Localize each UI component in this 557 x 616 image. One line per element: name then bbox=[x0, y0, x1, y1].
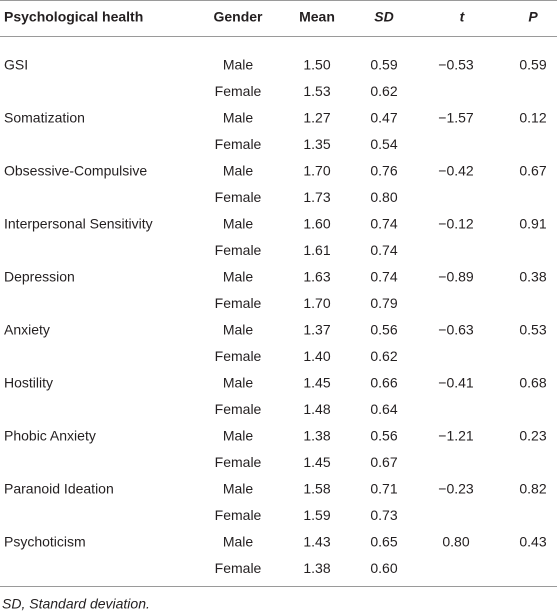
gender-cell: Male bbox=[223, 428, 254, 444]
gender-cell: Female bbox=[215, 454, 262, 470]
p-cell: 0.82 bbox=[519, 481, 546, 497]
measure-cell: Anxiety bbox=[4, 322, 50, 338]
sd-cell: 0.59 bbox=[370, 57, 397, 73]
mean-cell: 1.38 bbox=[303, 428, 330, 444]
mean-cell: 1.45 bbox=[303, 454, 330, 470]
mean-cell: 1.37 bbox=[303, 322, 330, 338]
mean-cell: 1.73 bbox=[303, 189, 330, 205]
mean-cell: 1.43 bbox=[303, 534, 330, 550]
p-cell: 0.12 bbox=[519, 110, 546, 126]
sd-cell: 0.60 bbox=[370, 560, 397, 576]
gender-cell: Male bbox=[223, 110, 254, 126]
gender-cell: Male bbox=[223, 375, 254, 391]
mean-cell: 1.59 bbox=[303, 507, 330, 523]
header-cell: Psychological health bbox=[4, 9, 143, 25]
t-cell: −1.21 bbox=[438, 428, 474, 444]
mean-cell: 1.70 bbox=[303, 295, 330, 311]
header-cell: P bbox=[528, 9, 538, 25]
sd-cell: 0.62 bbox=[370, 348, 397, 364]
sd-cell: 0.56 bbox=[370, 428, 397, 444]
p-cell: 0.67 bbox=[519, 163, 546, 179]
p-cell: 0.68 bbox=[519, 375, 546, 391]
measure-cell: Depression bbox=[4, 269, 75, 285]
t-cell: −0.53 bbox=[438, 57, 474, 73]
t-cell: −0.12 bbox=[438, 216, 474, 232]
gender-cell: Female bbox=[215, 560, 262, 576]
measure-cell: Hostility bbox=[4, 375, 53, 391]
gender-cell: Female bbox=[215, 136, 262, 152]
sd-cell: 0.56 bbox=[370, 322, 397, 338]
p-cell: 0.23 bbox=[519, 428, 546, 444]
mean-cell: 1.70 bbox=[303, 163, 330, 179]
gender-cell: Male bbox=[223, 269, 254, 285]
p-cell: 0.59 bbox=[519, 57, 546, 73]
mean-cell: 1.45 bbox=[303, 375, 330, 391]
mean-cell: 1.40 bbox=[303, 348, 330, 364]
sd-cell: 0.74 bbox=[370, 242, 397, 258]
sd-cell: 0.54 bbox=[370, 136, 397, 152]
p-cell: 0.43 bbox=[519, 534, 546, 550]
mean-cell: 1.53 bbox=[303, 83, 330, 99]
header-cell: Mean bbox=[299, 9, 335, 25]
mean-cell: 1.27 bbox=[303, 110, 330, 126]
gender-cell: Male bbox=[223, 57, 254, 73]
sd-cell: 0.79 bbox=[370, 295, 397, 311]
footnote: SD, Standard deviation. bbox=[2, 596, 150, 612]
sd-cell: 0.64 bbox=[370, 401, 397, 417]
sd-cell: 0.65 bbox=[370, 534, 397, 550]
gender-cell: Female bbox=[215, 348, 262, 364]
mean-cell: 1.61 bbox=[303, 242, 330, 258]
t-cell: −0.42 bbox=[438, 163, 474, 179]
p-cell: 0.91 bbox=[519, 216, 546, 232]
p-cell: 0.53 bbox=[519, 322, 546, 338]
gender-cell: Male bbox=[223, 322, 254, 338]
t-cell: −0.63 bbox=[438, 322, 474, 338]
mean-cell: 1.35 bbox=[303, 136, 330, 152]
gender-cell: Male bbox=[223, 481, 254, 497]
gender-cell: Female bbox=[215, 295, 262, 311]
sd-cell: 0.67 bbox=[370, 454, 397, 470]
header-cell: t bbox=[460, 9, 466, 25]
p-cell: 0.38 bbox=[519, 269, 546, 285]
mean-cell: 1.58 bbox=[303, 481, 330, 497]
measure-cell: Interpersonal Sensitivity bbox=[4, 216, 153, 232]
sd-cell: 0.71 bbox=[370, 481, 397, 497]
sd-cell: 0.80 bbox=[370, 189, 397, 205]
gender-cell: Male bbox=[223, 163, 254, 179]
sd-cell: 0.62 bbox=[370, 83, 397, 99]
sd-cell: 0.74 bbox=[370, 269, 397, 285]
t-cell: −0.23 bbox=[438, 481, 474, 497]
mean-cell: 1.48 bbox=[303, 401, 330, 417]
measure-cell: Psychoticism bbox=[4, 534, 86, 550]
header-cell: Gender bbox=[213, 9, 263, 25]
gender-cell: Female bbox=[215, 83, 262, 99]
measure-cell: Phobic Anxiety bbox=[4, 428, 96, 444]
sd-cell: 0.47 bbox=[370, 110, 397, 126]
t-cell: −0.41 bbox=[438, 375, 474, 391]
gender-cell: Female bbox=[215, 242, 262, 258]
mean-cell: 1.60 bbox=[303, 216, 330, 232]
sd-cell: 0.66 bbox=[370, 375, 397, 391]
mean-cell: 1.38 bbox=[303, 560, 330, 576]
mean-cell: 1.50 bbox=[303, 57, 330, 73]
sd-cell: 0.73 bbox=[370, 507, 397, 523]
header-cell: SD bbox=[374, 9, 393, 25]
mean-cell: 1.63 bbox=[303, 269, 330, 285]
measure-cell: Paranoid Ideation bbox=[4, 481, 114, 497]
sd-cell: 0.76 bbox=[370, 163, 397, 179]
gender-cell: Female bbox=[215, 401, 262, 417]
measure-cell: Somatization bbox=[4, 110, 85, 126]
gender-cell: Female bbox=[215, 189, 262, 205]
t-cell: −1.57 bbox=[438, 110, 474, 126]
gender-cell: Male bbox=[223, 216, 254, 232]
measure-cell: Obsessive-Compulsive bbox=[4, 163, 147, 179]
measure-cell: GSI bbox=[4, 57, 28, 73]
gender-cell: Male bbox=[223, 534, 254, 550]
gender-cell: Female bbox=[215, 507, 262, 523]
t-cell: 0.80 bbox=[442, 534, 469, 550]
t-cell: −0.89 bbox=[438, 269, 474, 285]
sd-cell: 0.74 bbox=[370, 216, 397, 232]
